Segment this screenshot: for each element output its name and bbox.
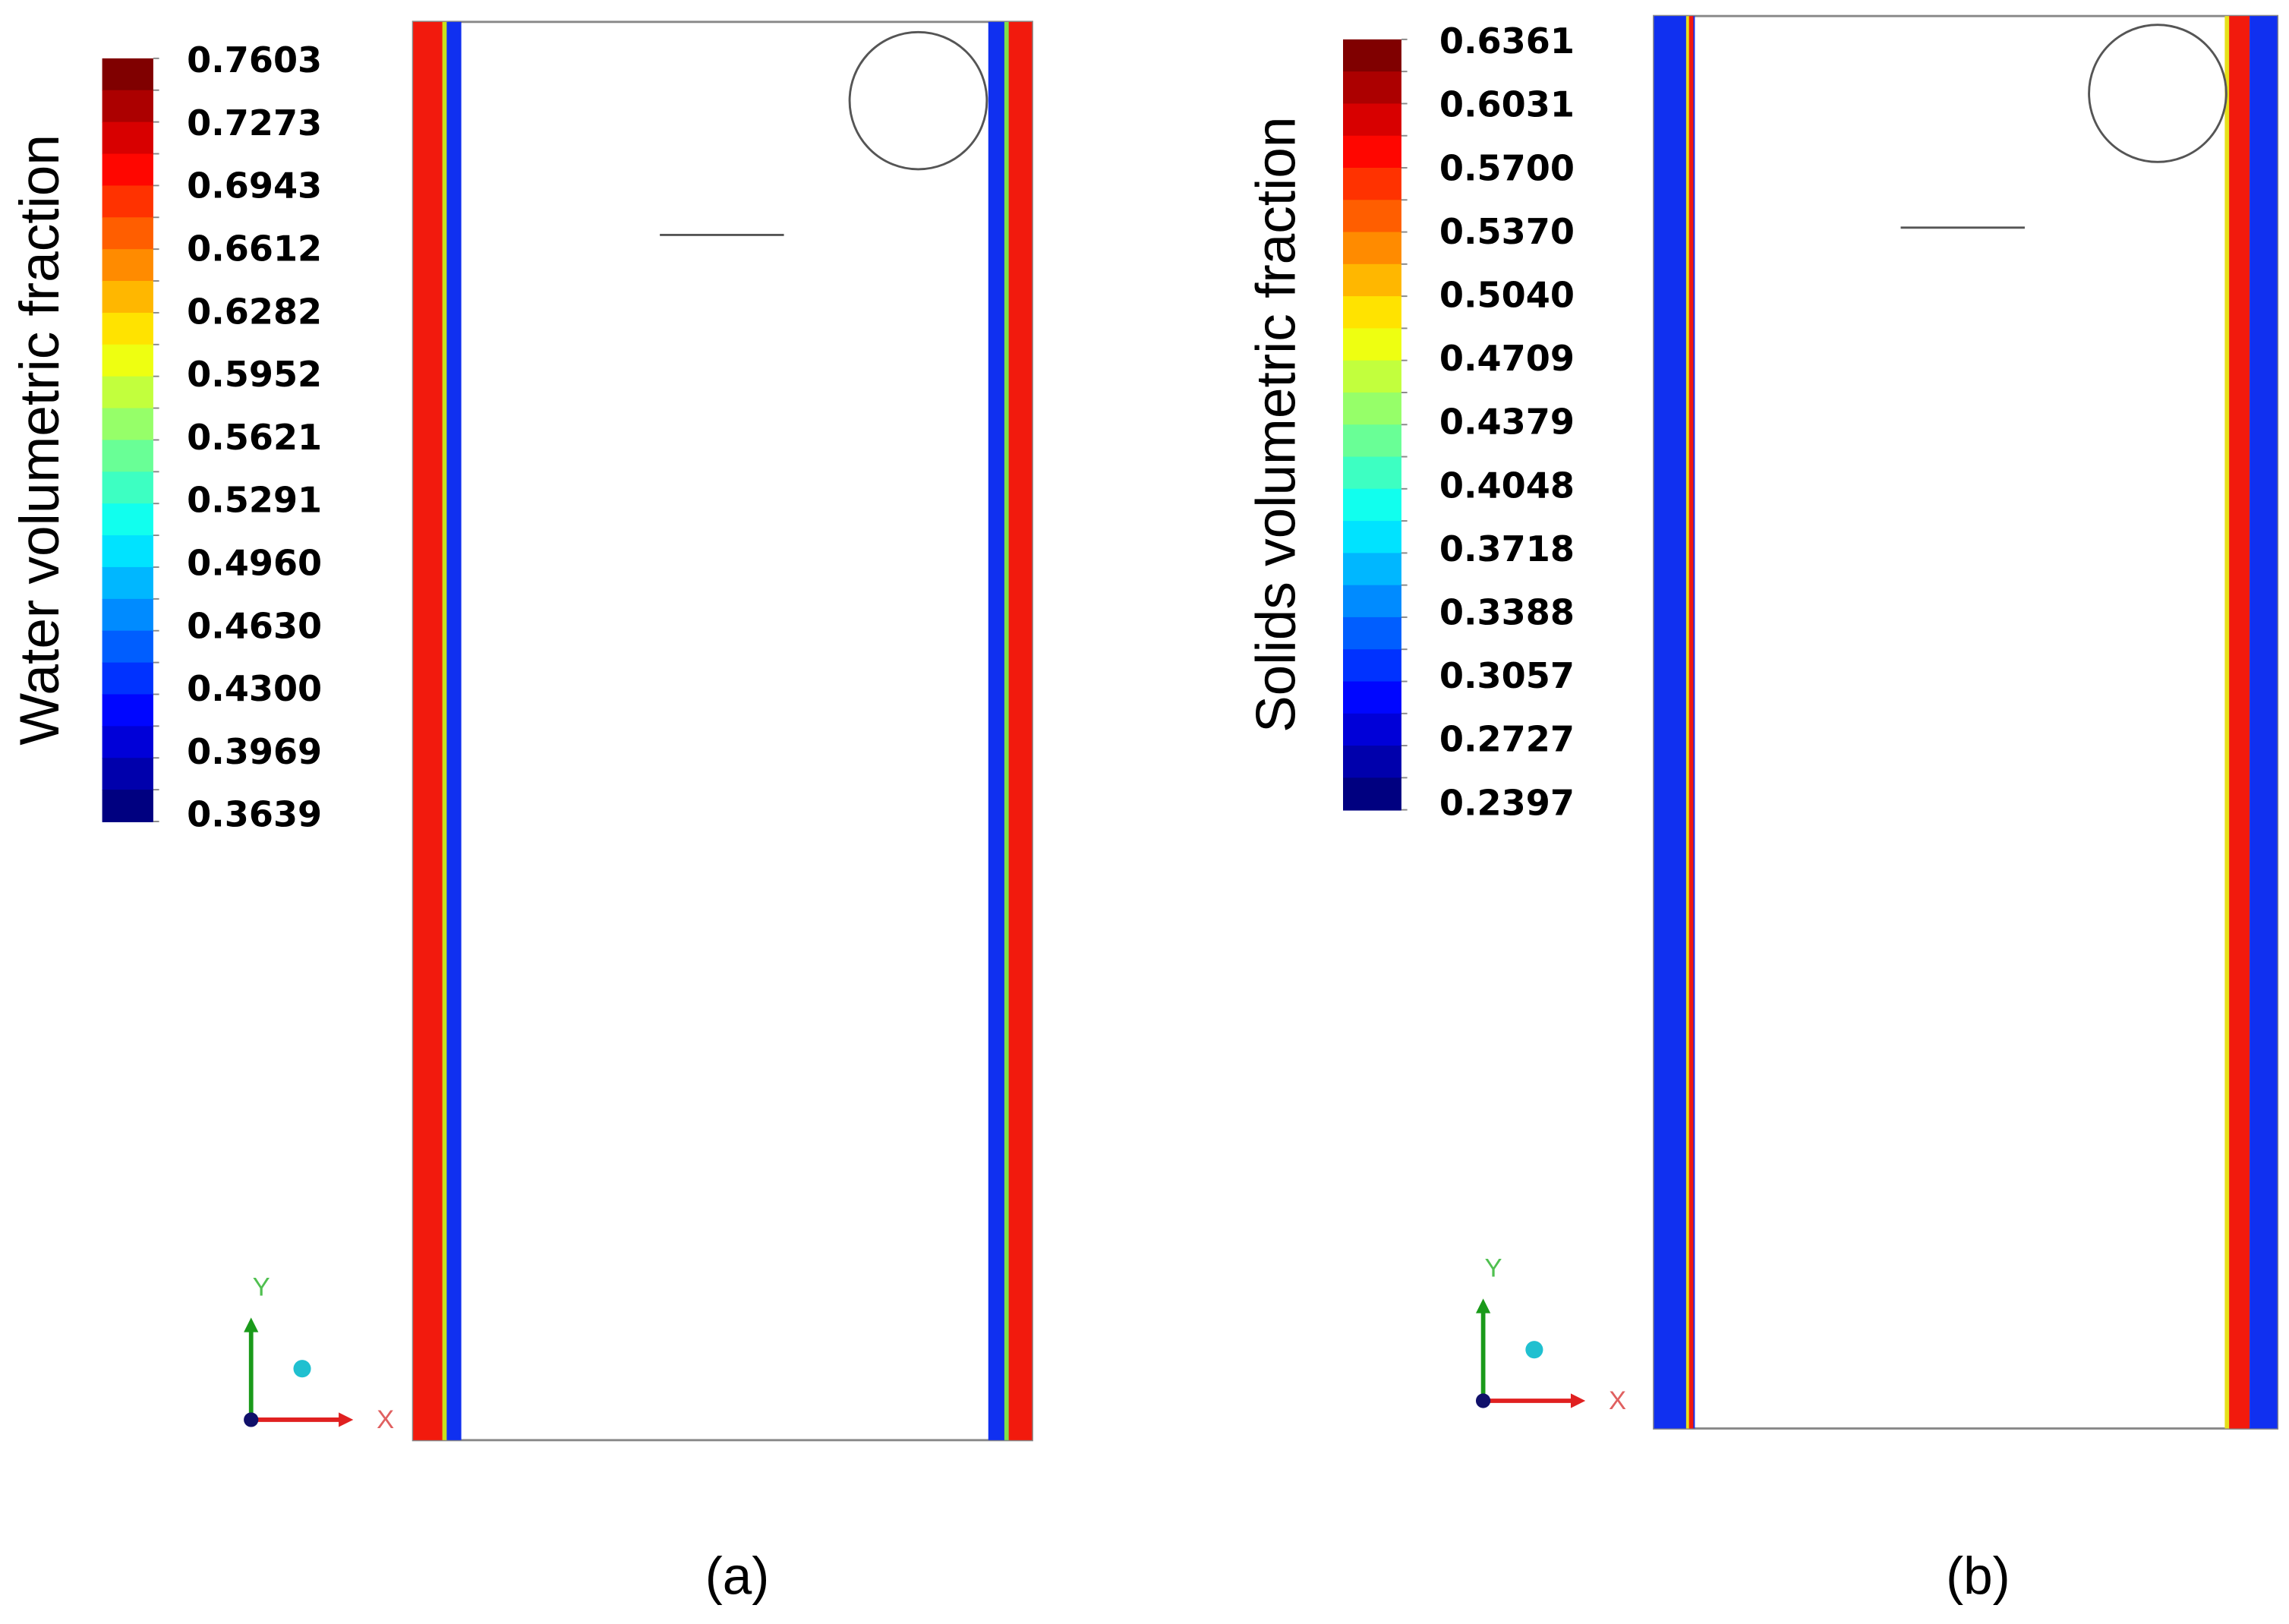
colorbar-band: [102, 312, 153, 345]
colorbar-band: [102, 90, 153, 123]
colorbar-band: [102, 598, 153, 632]
colorbar-label: 0.6612: [187, 229, 322, 270]
colorbar-band: [1343, 616, 1401, 651]
colorbar-band: [102, 408, 153, 441]
colorbar-band: [102, 471, 153, 505]
colorbar-label: 0.5040: [1439, 275, 1575, 316]
origin: [1475, 1393, 1491, 1408]
colorbar-band: [102, 217, 153, 251]
colorbar-band: [102, 535, 153, 568]
axis-y-label: Y: [253, 1273, 270, 1302]
colorbar-label: 0.5700: [1439, 147, 1575, 188]
colorbar-label: 0.3388: [1439, 592, 1575, 633]
colorbar-label: 0.4379: [1439, 402, 1575, 443]
colorbar-band: [1343, 135, 1401, 169]
colorbar-band: [1343, 328, 1401, 361]
colorbar-band: [1343, 681, 1401, 714]
colorbar-label: 0.6361: [1439, 20, 1575, 61]
colorbar-band: [1343, 71, 1401, 105]
colorbar-label: 0.3718: [1439, 528, 1575, 569]
colorbar-band: [1343, 200, 1401, 233]
colorbar-band: [1343, 392, 1401, 426]
colorbar-band: [102, 566, 153, 600]
colorbar-label: 0.4048: [1439, 465, 1575, 506]
colorbar-band: [102, 281, 153, 314]
contour-a: [411, 20, 1033, 1442]
colorbar-label: 0.2727: [1439, 719, 1575, 760]
colorbar-label: 0.4630: [187, 605, 322, 646]
colorbar-band: [1343, 168, 1401, 201]
colorbar-band: [1343, 296, 1401, 330]
light-dot: [293, 1360, 311, 1378]
panel-label: (b): [1946, 1547, 2010, 1606]
colorbar-band: [102, 249, 153, 282]
colorbar-band: [1343, 360, 1401, 393]
colorbar-label: 0.5952: [187, 354, 322, 395]
colorbar-label: 0.2397: [1439, 782, 1575, 823]
colorbar-band: [102, 344, 153, 377]
colorbar-title: Solids volumetric fraction: [1246, 116, 1307, 733]
colorbar-band: [102, 503, 153, 537]
colorbar-label: 0.6282: [187, 291, 322, 332]
colorbar-label: 0.5291: [187, 480, 322, 521]
colorbar-label: 0.5370: [1439, 211, 1575, 252]
colorbar-band: [1343, 521, 1401, 554]
colorbar-label: 0.4960: [187, 543, 322, 584]
colorbar-band: [1343, 424, 1401, 458]
colorbar-band: [1343, 103, 1401, 137]
y-arrow-head: [244, 1317, 259, 1332]
axis-x-label: X: [1609, 1386, 1626, 1415]
axis-y-label: Y: [1485, 1254, 1502, 1283]
colorbar-band: [1343, 649, 1401, 683]
panel-label: (a): [705, 1547, 770, 1606]
colorbar-band: [102, 58, 153, 91]
y-arrow-head: [1475, 1298, 1491, 1313]
colorbar-band: [102, 694, 153, 727]
x-arrow-head: [1570, 1393, 1586, 1408]
x-arrow-head: [339, 1412, 354, 1427]
axis-x-label: X: [377, 1405, 394, 1434]
colorbar-label: 0.3639: [187, 794, 322, 835]
colorbar-band: [1343, 553, 1401, 586]
colorbar-band: [1343, 488, 1401, 522]
contour-b: [1653, 14, 2279, 1430]
colorbar-label: 0.4709: [1439, 338, 1575, 379]
colorbar-band: [1343, 456, 1401, 490]
colorbar-band: [1343, 39, 1401, 73]
colorbar-band: [102, 758, 153, 791]
colorbar-band: [102, 121, 153, 155]
colorbar-band: [102, 790, 153, 822]
colorbar-band: [1343, 232, 1401, 265]
colorbar-label: 0.6943: [187, 166, 322, 207]
light-dot: [1525, 1341, 1543, 1359]
origin: [244, 1412, 259, 1427]
colorbar-band: [102, 440, 153, 473]
colorbar-band: [102, 376, 153, 409]
colorbar-title: Water volumetric fraction: [9, 134, 71, 746]
colorbar-band: [1343, 746, 1401, 779]
colorbar-band: [1343, 777, 1401, 811]
colorbar-label: 0.7603: [187, 39, 322, 80]
colorbar-label: 0.3057: [1439, 655, 1575, 696]
colorbar-band: [102, 726, 153, 759]
colorbar-band: [1343, 263, 1401, 298]
colorbar-label: 0.4300: [187, 668, 322, 709]
colorbar-label: 0.3969: [187, 731, 322, 772]
colorbar-band: [102, 630, 153, 664]
colorbar-band: [102, 185, 153, 219]
colorbar-band: [1343, 713, 1401, 747]
colorbar-label: 0.5621: [187, 417, 322, 458]
colorbar-band: [102, 662, 153, 695]
colorbar-band: [102, 153, 153, 187]
colorbar-band: [1343, 585, 1401, 618]
colorbar-label: 0.6031: [1439, 84, 1575, 125]
colorbar-label: 0.7273: [187, 102, 322, 143]
